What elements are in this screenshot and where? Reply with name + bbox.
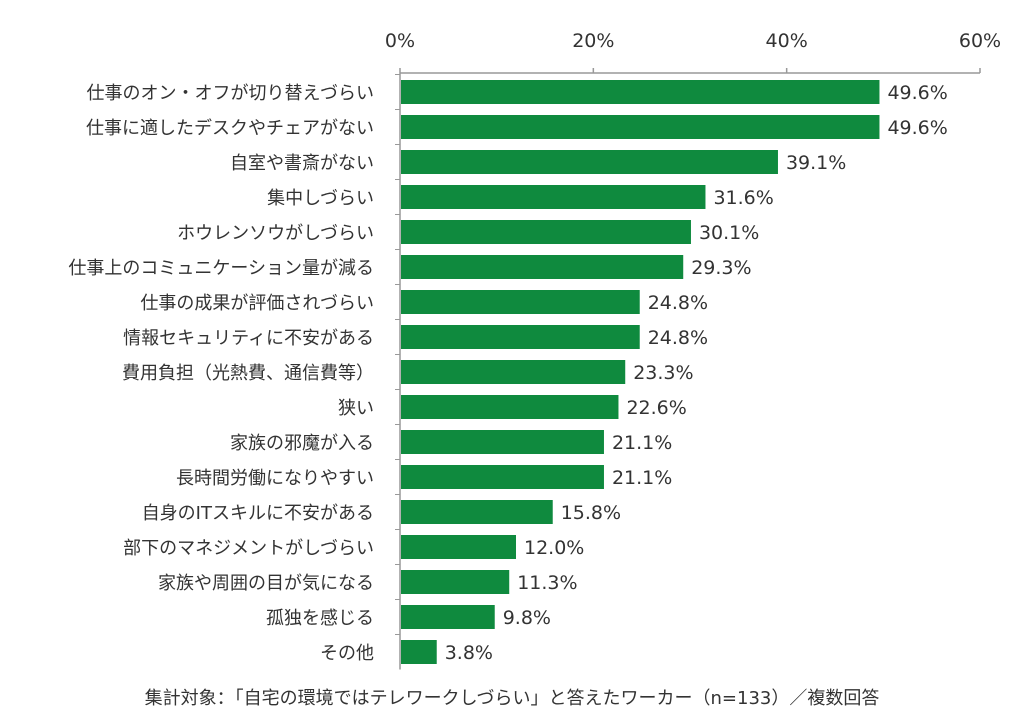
bar	[401, 570, 510, 594]
category-label: 集中しづらい	[267, 188, 374, 209]
category-label: その他	[320, 643, 374, 664]
category-label: 費用負担（光熱費、通信費等）	[122, 363, 374, 384]
bar	[401, 640, 437, 664]
category-label: 情報セキュリティに不安がある	[123, 328, 374, 349]
value-label: 39.1%	[786, 152, 846, 174]
category-label: 長時間労働になりやすい	[176, 468, 374, 489]
bar	[401, 430, 604, 454]
category-label: 仕事上のコミュニケーション量が減る	[68, 258, 374, 279]
value-label: 21.1%	[612, 467, 672, 489]
category-label: ホウレンソウがしづらい	[177, 223, 374, 244]
category-label: 仕事のオン・オフが切り替えづらい	[87, 83, 374, 104]
value-label: 12.0%	[524, 537, 584, 559]
bar	[401, 220, 691, 244]
bar	[401, 395, 619, 419]
category-label: 仕事の成果が評価されづらい	[140, 293, 374, 314]
x-tick-label: 40%	[766, 30, 808, 52]
x-tick-label: 20%	[572, 30, 614, 52]
value-label: 24.8%	[648, 327, 708, 349]
value-label: 24.8%	[648, 292, 708, 314]
value-label: 15.8%	[561, 502, 621, 524]
value-label: 29.3%	[691, 257, 751, 279]
value-label: 49.6%	[887, 117, 947, 139]
category-label: 孤独を感じる	[266, 608, 374, 629]
bar	[401, 150, 778, 174]
value-label: 31.6%	[713, 187, 773, 209]
category-label: 自室や書斎がない	[230, 153, 374, 174]
category-label: 狭い	[338, 398, 374, 419]
bar	[401, 325, 640, 349]
value-label: 30.1%	[699, 222, 759, 244]
category-label: 部下のマネジメントがしづらい	[123, 538, 374, 559]
value-label: 22.6%	[626, 397, 686, 419]
bar	[401, 605, 495, 629]
bar	[401, 115, 880, 139]
category-label: 自身のITスキルに不安がある	[142, 503, 374, 524]
value-label: 3.8%	[445, 642, 493, 664]
category-label: 家族や周囲の目が気になる	[158, 573, 374, 594]
category-label: 仕事に適したデスクやチェアがない	[86, 118, 374, 139]
value-label: 9.8%	[503, 607, 551, 629]
bar	[401, 80, 880, 104]
bar	[401, 500, 553, 524]
bar	[401, 255, 684, 279]
bar	[401, 465, 604, 489]
bar	[401, 290, 640, 314]
category-label: 家族の邪魔が入る	[230, 433, 374, 454]
bar-chart: 0% 20% 40% 60% 仕事のオン・オフが切り替えづらい 49.6% 仕事に適したデス…	[68, 30, 1001, 670]
value-label: 11.3%	[517, 572, 577, 594]
value-label: 21.1%	[612, 432, 672, 454]
x-tick-label: 60%	[959, 30, 1001, 52]
value-label: 49.6%	[887, 82, 947, 104]
bar	[401, 185, 706, 209]
value-label: 23.3%	[633, 362, 693, 384]
chart-footnote: 集計対象：「自宅の環境ではテレワークしづらい」と答えたワーカー（n=133）／複…	[144, 688, 880, 709]
bar	[401, 360, 626, 384]
x-tick-label: 0%	[385, 30, 415, 52]
bar	[401, 535, 516, 559]
